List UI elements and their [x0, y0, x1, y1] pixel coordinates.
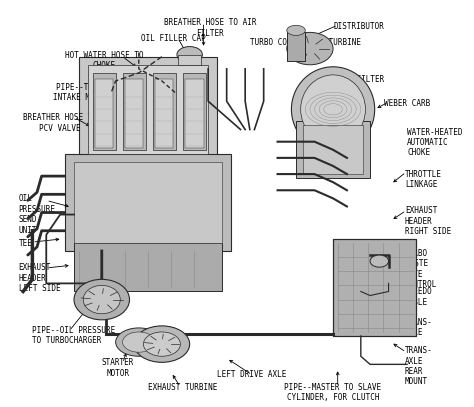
Ellipse shape	[74, 279, 129, 320]
Text: TRANS-
AXLE: TRANS- AXLE	[405, 318, 432, 337]
Text: SPEEDO
CABLE: SPEEDO CABLE	[405, 287, 432, 307]
Bar	[153, 73, 176, 150]
Bar	[182, 73, 206, 150]
Text: OIL
PRESSURE
SEND
UNIT: OIL PRESSURE SEND UNIT	[18, 194, 55, 234]
Bar	[296, 121, 370, 178]
Ellipse shape	[83, 285, 120, 314]
Bar	[287, 33, 305, 61]
Bar	[74, 243, 222, 291]
Bar	[185, 79, 203, 148]
Text: HOT WATER HOSE TO
CHOKE: HOT WATER HOSE TO CHOKE	[65, 50, 144, 70]
Ellipse shape	[177, 46, 202, 63]
Text: EXHAUST TURBINE: EXHAUST TURBINE	[148, 383, 218, 392]
Text: BREATHER HOSE TO AIR
FILTER: BREATHER HOSE TO AIR FILTER	[164, 18, 257, 37]
Ellipse shape	[370, 255, 389, 267]
Text: THROTTLE
LINKAGE: THROTTLE LINKAGE	[405, 170, 442, 189]
Bar	[123, 73, 146, 150]
Bar	[178, 55, 201, 65]
Bar	[74, 162, 222, 243]
Bar	[333, 239, 416, 336]
Text: BREATHER HOSE TO
PCV VALVE: BREATHER HOSE TO PCV VALVE	[23, 114, 97, 133]
Ellipse shape	[292, 67, 374, 152]
Text: DISTRIBUTOR: DISTRIBUTOR	[333, 22, 384, 31]
Bar	[65, 154, 231, 251]
Text: TRANS-
AXLE
REAR
MOUNT: TRANS- AXLE REAR MOUNT	[405, 346, 432, 386]
Text: EXHAUST
HEADER
RIGHT SIDE: EXHAUST HEADER RIGHT SIDE	[405, 206, 451, 236]
Bar	[155, 79, 173, 148]
Ellipse shape	[287, 25, 305, 35]
Bar	[95, 79, 113, 148]
Ellipse shape	[116, 328, 162, 356]
Text: WATER-HEATED
AUTOMATIC
CHOKE: WATER-HEATED AUTOMATIC CHOKE	[407, 127, 463, 158]
Text: LEFT DRIVE AXLE: LEFT DRIVE AXLE	[218, 370, 287, 379]
Text: PIPE--OIL PRESSURE
TO TURBOCHARGER: PIPE--OIL PRESSURE TO TURBOCHARGER	[32, 326, 116, 345]
Bar	[125, 79, 144, 148]
Bar	[92, 73, 116, 150]
Ellipse shape	[144, 332, 181, 356]
Ellipse shape	[287, 33, 333, 65]
Bar	[303, 125, 363, 174]
Bar	[88, 65, 208, 154]
Text: TURBO
WASTE
GATE
CONTROL: TURBO WASTE GATE CONTROL	[405, 249, 437, 289]
Text: EXHAUST
HEADER
LEFT SIDE: EXHAUST HEADER LEFT SIDE	[18, 263, 60, 293]
Text: STARTER
MOTOR: STARTER MOTOR	[102, 358, 134, 378]
Ellipse shape	[301, 75, 365, 144]
Ellipse shape	[123, 332, 155, 352]
Bar	[79, 57, 218, 162]
Text: AIR FILTER: AIR FILTER	[337, 75, 384, 84]
Bar	[333, 239, 416, 336]
Text: TEE: TEE	[18, 239, 32, 248]
Text: WEBER CARB: WEBER CARB	[384, 99, 430, 108]
Text: TURBO COMPRESSOR TURBINE: TURBO COMPRESSOR TURBINE	[250, 38, 361, 48]
Ellipse shape	[134, 326, 190, 362]
Text: PIPE--TURBO TO
INTAKE MANIFOLD: PIPE--TURBO TO INTAKE MANIFOLD	[53, 83, 123, 103]
Text: PIPE--MASTER TO SLAVE
CYLINDER, FOR CLUTCH: PIPE--MASTER TO SLAVE CYLINDER, FOR CLUT…	[284, 383, 382, 402]
Text: OIL FILLER CAP: OIL FILLER CAP	[141, 35, 206, 44]
